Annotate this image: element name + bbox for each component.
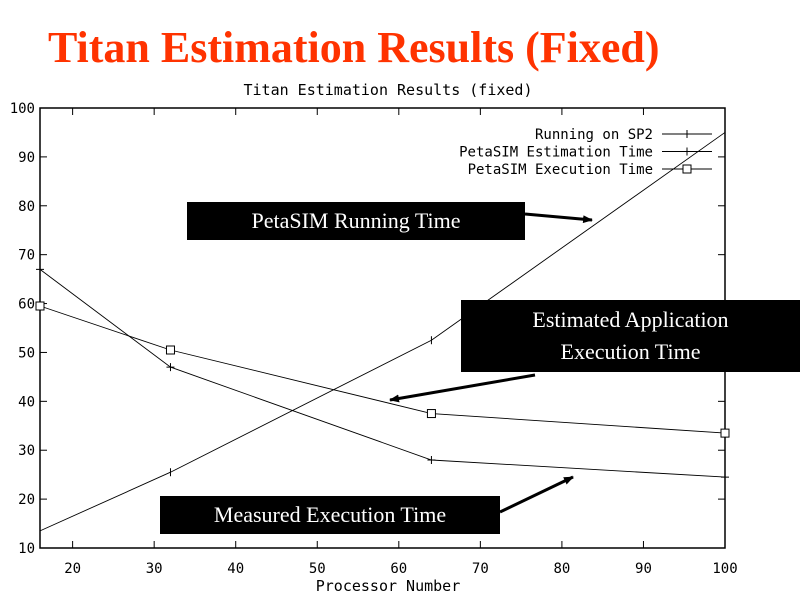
x-tick-label: 80 — [553, 561, 570, 577]
x-axis-title: Processor Number — [316, 577, 461, 595]
data-point — [427, 456, 436, 464]
x-tick-label: 70 — [472, 561, 489, 577]
series-0 — [39, 128, 726, 535]
series-2 — [35, 301, 730, 438]
y-tick-label: 20 — [18, 492, 35, 508]
y-tick-label: 80 — [18, 199, 35, 215]
y-tick-label: 90 — [18, 150, 35, 166]
data-point — [721, 473, 729, 482]
series-1 — [36, 265, 729, 482]
legend-label: PetaSIM Estimation Time — [459, 145, 653, 161]
axis-ticks: 20 30 40 50 60 70 80 90 100 10 20 30 40 50 60 70 80 90 100 — [10, 101, 738, 577]
data-point — [166, 363, 175, 372]
data-point — [165, 345, 175, 355]
data-point — [720, 428, 730, 438]
series-line — [39, 132, 726, 532]
arrow-measured-time — [499, 475, 574, 514]
y-tick-label: 30 — [18, 443, 35, 459]
chart-title: Titan Estimation Results (fixed) — [244, 81, 533, 99]
x-tick-label: 60 — [390, 561, 407, 577]
legend-label: Running on SP2 — [535, 127, 653, 143]
legend-label: PetaSIM Execution Time — [468, 162, 653, 178]
data-point — [36, 265, 44, 274]
callout-arrows — [389, 212, 593, 514]
x-tick-label: 100 — [712, 561, 737, 577]
x-tick-label: 20 — [64, 561, 81, 577]
callout-petasim-running-time: PetaSIM Running Time — [187, 202, 525, 240]
callout-estimated-application-execution-time: Estimated Application Execution Time — [461, 300, 800, 372]
x-tick-label: 50 — [309, 561, 326, 577]
slide-title: Titan Estimation Results (Fixed) — [48, 23, 660, 72]
y-tick-label: 40 — [18, 394, 35, 410]
y-tick-label: 50 — [18, 345, 35, 361]
legend-marker — [683, 147, 691, 156]
data-point — [426, 409, 436, 419]
data-point — [35, 301, 45, 311]
y-tick-label: 100 — [10, 101, 35, 117]
legend-marker — [682, 164, 692, 174]
x-tick-label: 40 — [227, 561, 244, 577]
callout-measured-execution-time: Measured Execution Time — [160, 496, 500, 534]
arrow-estimated-time — [389, 373, 536, 403]
y-tick-label: 60 — [18, 297, 35, 313]
y-tick-label: 10 — [18, 541, 35, 557]
x-tick-label: 30 — [146, 561, 163, 577]
legend: Running on SP2 PetaSIM Estimation TimePet… — [459, 127, 712, 178]
series-line — [39, 268, 726, 478]
series-line — [39, 305, 726, 434]
x-tick-label: 90 — [635, 561, 652, 577]
arrow-running-time — [524, 212, 593, 224]
y-tick-label: 70 — [18, 248, 35, 264]
series-layer — [35, 128, 730, 535]
